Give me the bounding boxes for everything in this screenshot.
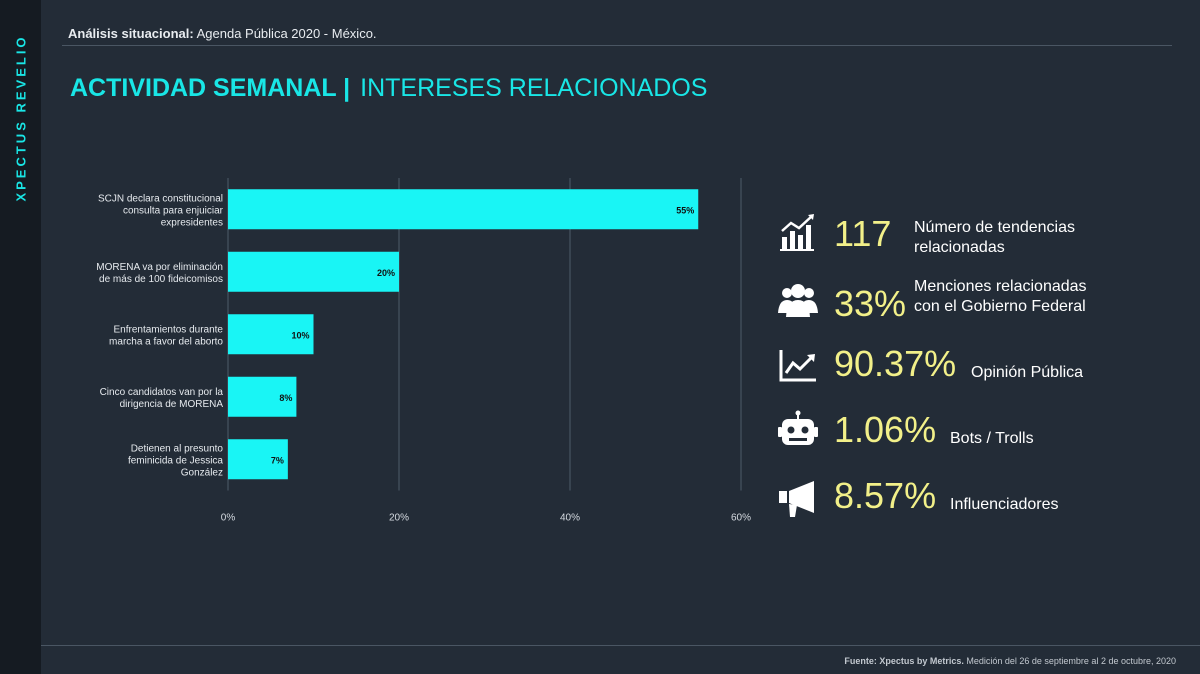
x-tick-label: 40% [560,513,580,524]
category-label: Detienen al presunto feminicida de Jessic… [128,443,223,478]
bar [228,251,399,292]
bar [228,314,314,355]
page-header: Análisis situacional: Agenda Pública 202… [68,26,377,41]
value-label: 7% [271,455,284,465]
footer-divider [41,645,1200,646]
stat-value: 117 [834,213,892,254]
value-label: 8% [279,393,292,403]
bar [228,439,288,480]
megaphone-icon [776,477,820,521]
footer-text: Medición del 26 de septiembre al 2 de oc… [963,656,1176,666]
header-bold: Análisis situacional: [68,26,194,41]
stat-value: 1.06% [834,409,937,450]
stat-label: Número de tendencias relacionadas [914,219,1075,256]
stat-trends: 117 Número de tendencias relacionadas [776,205,1176,256]
users-icon [776,279,820,323]
category-label: Enfrentamientos durante marcha a favor de… [109,324,223,347]
bar-chart-svg: 0% 20% 40% 60% SCJN declara constitucional co… [96,178,751,524]
sidebar: XPECTUS REVELIO [0,0,41,674]
robot-icon [776,409,820,453]
stat-value: 90.37% [834,343,957,384]
x-tick-label: 20% [389,513,409,524]
stat-label: Bots / Trolls [950,430,1034,447]
category-label: MORENA va por eliminación de más de 100 f… [96,262,223,285]
brand-label: XPECTUS REVELIO [13,34,29,202]
footer-bold: Fuente: Xpectus by Metrics. [844,656,964,666]
value-label: 55% [676,205,694,215]
footer-source: Fuente: Xpectus by Metrics. Medición del… [844,656,1176,666]
bar [228,189,699,230]
stat-label: Menciones relacionadas con el Gobierno F… [914,278,1087,315]
title-main: ACTIVIDAD SEMANAL | [70,74,351,102]
stat-bots: 1.06% Bots / Trolls [776,407,1176,457]
bar-chart: 0% 20% 40% 60% SCJN declara constitucional co… [60,170,780,555]
trend-chart-icon [776,345,820,389]
stat-value: 33% [834,283,907,324]
value-label: 20% [377,268,395,278]
stat-influencers: 8.57% Influenciadores [776,473,1176,523]
stat-opinion: 90.37% Opinión Pública [776,341,1176,391]
title-sub: INTERESES RELACIONADOS [360,74,708,102]
stat-label: Opinión Pública [971,364,1084,381]
bar [228,376,297,417]
x-tick-label: 60% [731,513,751,524]
value-label: 10% [291,330,309,340]
stat-label: Influenciadores [950,496,1059,513]
category-label: Cinco candidatos van por la dirigencia de… [100,387,224,410]
header-divider [62,45,1172,46]
bar-chart-icon [776,211,820,255]
stat-value: 8.57% [834,475,937,516]
page-title: ACTIVIDAD SEMANAL | INTERESES RELACIONADO… [70,74,707,103]
stat-mentions: 33% Menciones relacionadas con el Gobier… [776,275,1176,325]
header-text: Agenda Pública 2020 - México. [193,26,377,41]
category-label: SCJN declara constitucional consulta para… [98,193,224,228]
x-tick-label: 0% [221,513,236,524]
